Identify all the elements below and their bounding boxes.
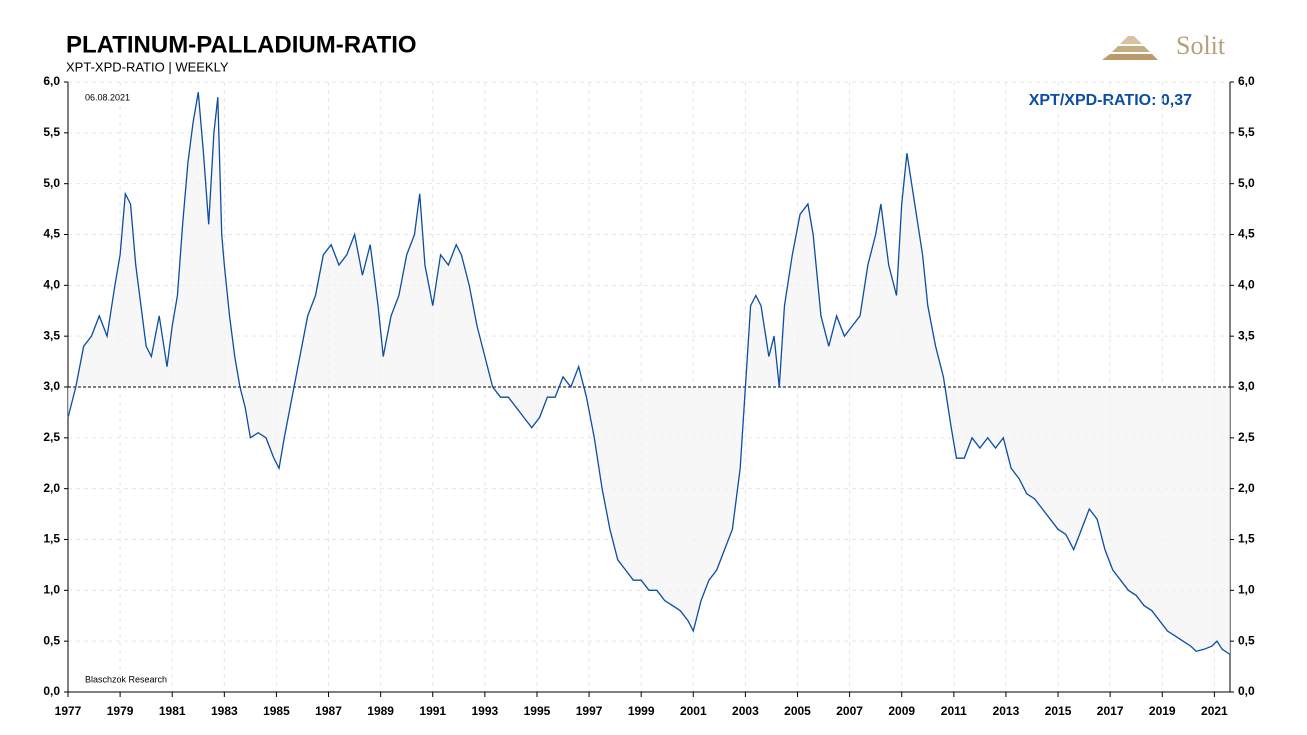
line [67, 92, 1231, 655]
y2-tick-label: 5,0 [1238, 176, 1255, 190]
y2-tick-label: 2,0 [1238, 481, 1255, 495]
x-tick-label: 2019 [1149, 704, 1176, 718]
x-tick-label: 2011 [941, 704, 967, 718]
y-tick-label: 6,0 [43, 74, 60, 88]
x-tick-label: 2007 [836, 704, 863, 718]
x-tick-label: 1991 [419, 704, 446, 718]
x-tick-label: 1979 [107, 704, 134, 718]
y-tick-label: 4,5 [43, 227, 60, 241]
y2-tick-label: 0,0 [1238, 684, 1255, 698]
y2-tick-label: 5,5 [1238, 125, 1255, 139]
y2-tick-label: 4,0 [1238, 278, 1255, 292]
chart-title: PLATINUM-PALLADIUM-RATIO [66, 31, 417, 58]
y-tick-label: 3,5 [43, 328, 60, 342]
source-note: Blaschzok Research [85, 674, 167, 684]
x-tick-label: 2013 [993, 704, 1020, 718]
y-tick-label: 5,0 [43, 176, 60, 190]
x-tick-label: 2001 [680, 704, 707, 718]
y2-tick-label: 3,0 [1238, 379, 1255, 393]
y2-tick-label: 2,5 [1238, 430, 1255, 444]
date-note: 06.08.2021 [85, 92, 130, 102]
x-tick-label: 2021 [1201, 704, 1228, 718]
y-tick-label: 1,5 [43, 532, 60, 546]
x-tick-label: 1981 [159, 704, 186, 718]
y-tick-label: 3,0 [43, 379, 60, 393]
x-tick-label: 1995 [524, 704, 551, 718]
x-tick-label: 2017 [1097, 704, 1124, 718]
x-tick-label: 2009 [888, 704, 915, 718]
y-tick-label: 4,0 [43, 278, 60, 292]
x-tick-label: 1983 [211, 704, 238, 718]
x-tick-label: 1977 [55, 704, 82, 718]
y2-tick-label: 4,5 [1238, 227, 1255, 241]
y-tick-label: 2,5 [43, 430, 60, 444]
y-tick-label: 1,0 [43, 583, 60, 597]
x-tick-label: 2003 [732, 704, 759, 718]
x-tick-label: 1987 [315, 704, 342, 718]
y-tick-label: 0,5 [43, 633, 60, 647]
x-tick-label: 2015 [1045, 704, 1072, 718]
y2-tick-label: 0,5 [1238, 633, 1255, 647]
x-tick-label: 1997 [576, 704, 603, 718]
chart-subtitle: XPT-XPD-RATIO | WEEKLY [66, 59, 229, 74]
y2-tick-label: 6,0 [1238, 74, 1255, 88]
x-tick-label: 1999 [628, 704, 655, 718]
logo-icon [1102, 36, 1158, 60]
logo-text: Solit [1176, 31, 1226, 60]
y-tick-label: 0,0 [43, 684, 60, 698]
x-tick-label: 1989 [367, 704, 394, 718]
y-tick-label: 5,5 [43, 125, 60, 139]
y2-tick-label: 3,5 [1238, 328, 1255, 342]
x-tick-label: 1985 [263, 704, 290, 718]
x-tick-label: 2005 [784, 704, 811, 718]
x-tick-label: 1993 [472, 704, 499, 718]
area [68, 92, 1230, 655]
y-tick-label: 2,0 [43, 481, 60, 495]
y2-tick-label: 1,5 [1238, 532, 1255, 546]
y2-tick-label: 1,0 [1238, 583, 1255, 597]
